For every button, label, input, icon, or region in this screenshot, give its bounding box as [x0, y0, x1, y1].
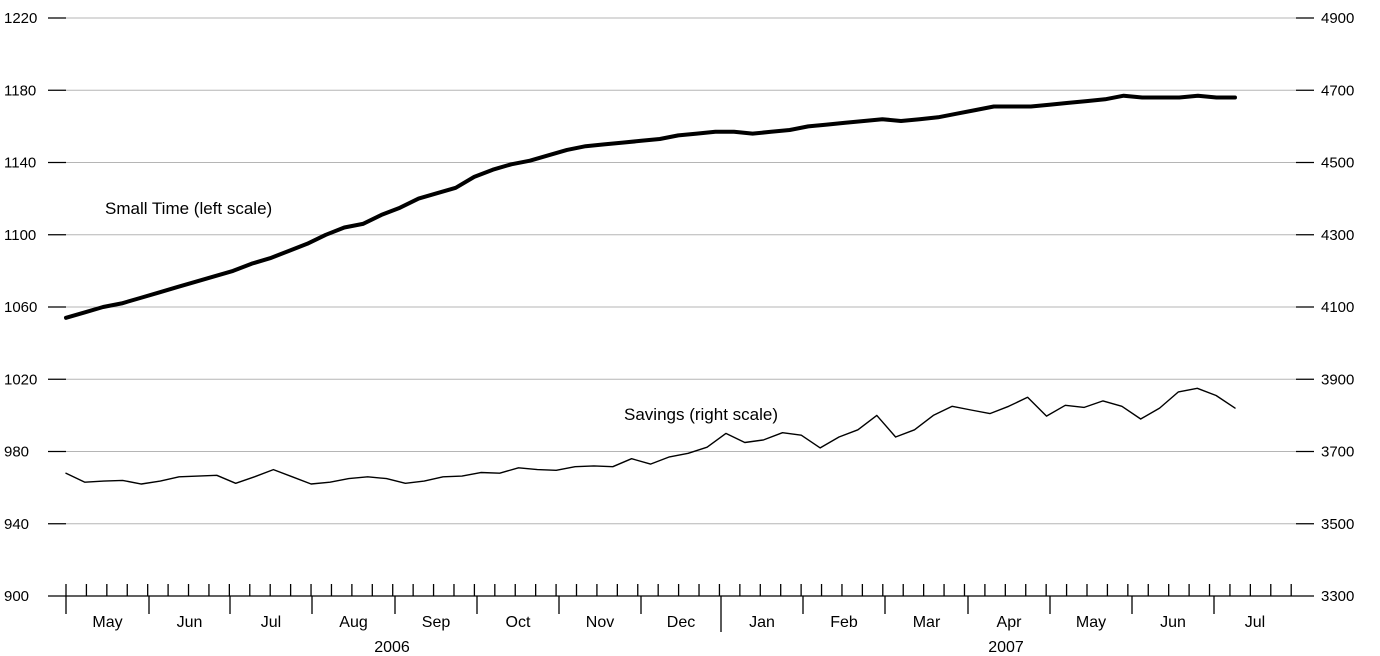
month-label: Jan: [749, 614, 775, 631]
left-tick-label: 980: [4, 444, 29, 461]
left-tick-label: 940: [4, 516, 29, 533]
right-tick-label: 3500: [1321, 516, 1354, 533]
month-label: Jul: [1245, 614, 1265, 631]
right-tick-label: 4500: [1321, 155, 1354, 172]
left-tick-label: 1100: [4, 227, 36, 244]
month-label: May: [1076, 614, 1106, 631]
left-axis: 900 940 980 1020 1060 1100 1140 1180 1220: [4, 10, 66, 605]
left-tick-label: 1020: [4, 371, 37, 388]
month-label: Nov: [586, 614, 614, 631]
month-label: Jun: [1160, 614, 1186, 631]
savings-line: [65, 387, 1236, 485]
month-label: Oct: [506, 614, 531, 631]
left-tick-label: 900: [4, 588, 29, 605]
gridlines: [66, 17, 1296, 525]
x-axis: May Jun Jul Aug Sep Oct Nov Dec Jan Feb Mar Apr May J…: [65, 584, 1296, 656]
left-tick-label: 1180: [4, 82, 36, 99]
right-tick-label: 4300: [1321, 227, 1354, 244]
right-tick-label: 3700: [1321, 444, 1354, 461]
small-time-series-label: Small Time (left scale): [105, 199, 272, 218]
right-tick-label: 4700: [1321, 82, 1354, 99]
right-axis: 3300 3500 3700 3900 4100 4300 4500 4700 4900: [1296, 10, 1354, 605]
right-tick-label: 4100: [1321, 299, 1354, 316]
right-tick-label: 3900: [1321, 371, 1354, 388]
series-lines: [64, 93, 1237, 485]
month-label: Feb: [830, 614, 858, 631]
left-tick-label: 1060: [4, 299, 37, 316]
month-label: May: [92, 614, 122, 631]
month-label: Dec: [667, 614, 695, 631]
month-label: Mar: [913, 614, 941, 631]
right-tick-label: 4900: [1321, 10, 1354, 27]
month-label: Sep: [422, 614, 451, 631]
left-tick-label: 1220: [4, 10, 37, 27]
month-label: Jun: [177, 614, 203, 631]
month-label: Apr: [997, 614, 1023, 631]
year-label: 2007: [988, 639, 1024, 656]
right-tick-label: 3300: [1321, 588, 1354, 605]
left-tick-label: 1140: [4, 155, 36, 172]
savings-series-label: Savings (right scale): [624, 405, 778, 424]
month-label: Jul: [261, 614, 281, 631]
small-time-line: [64, 93, 1237, 320]
year-label: 2006: [374, 639, 410, 656]
month-label: Aug: [339, 614, 367, 631]
